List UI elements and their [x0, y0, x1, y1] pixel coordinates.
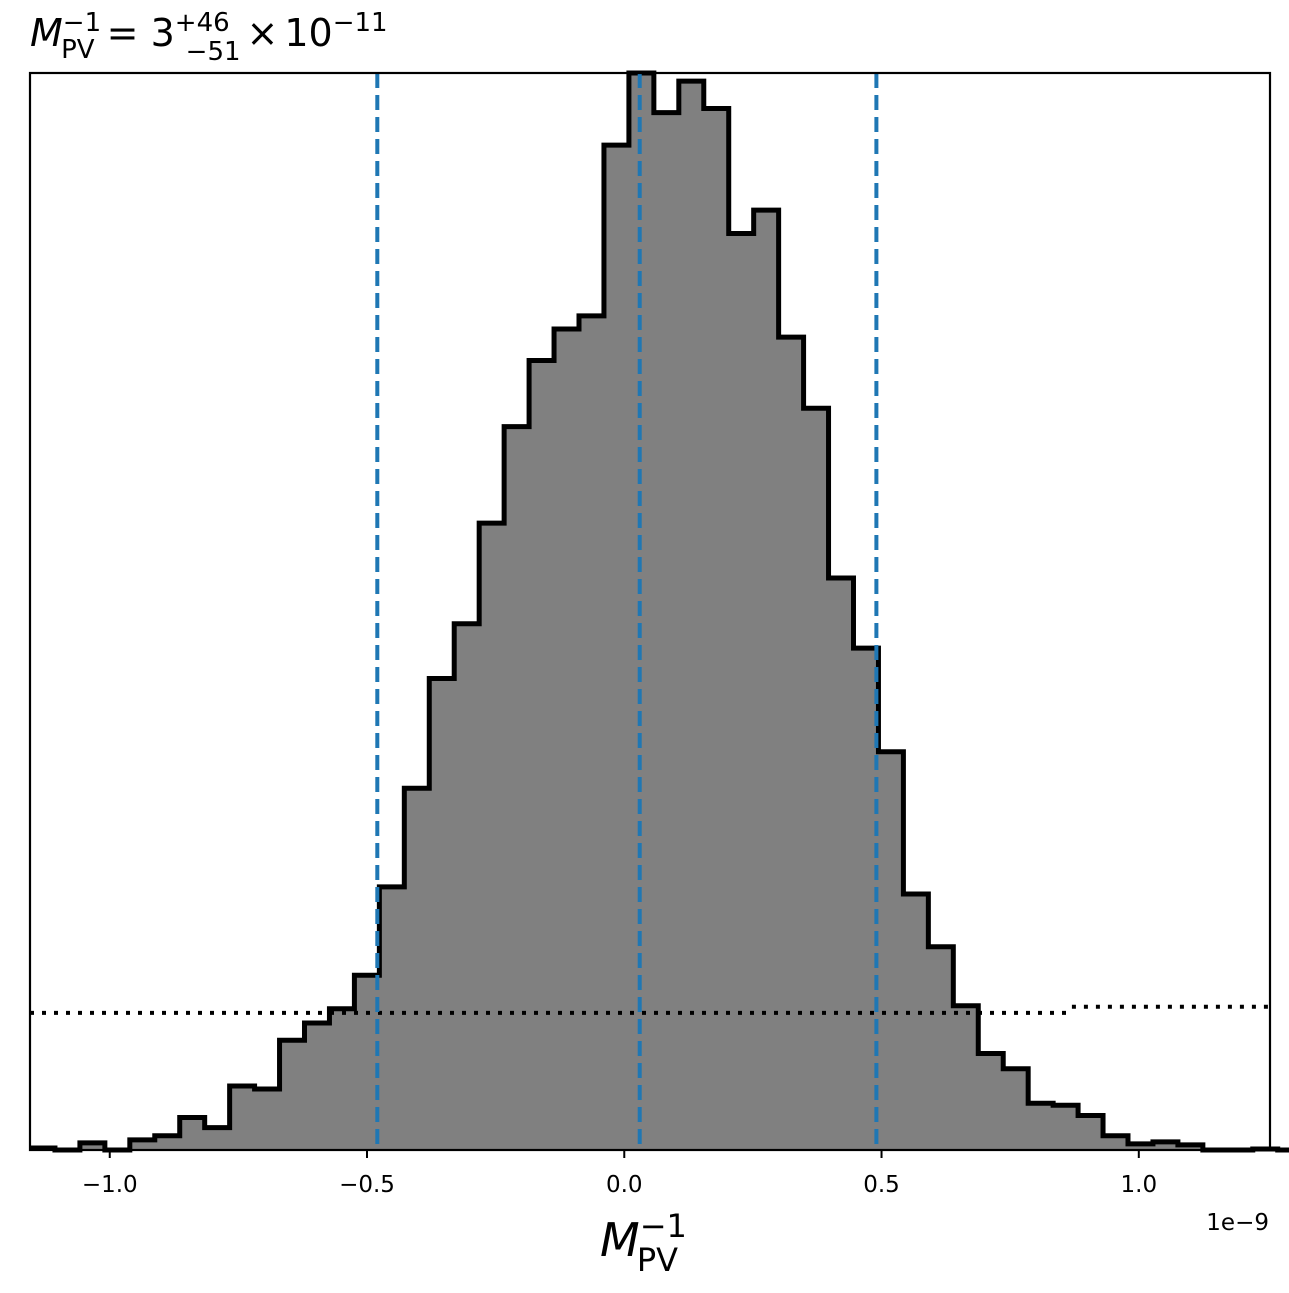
- histogram-bar: [404, 788, 430, 1150]
- title-symbol: M: [30, 11, 63, 55]
- x-tick-label: −1.0: [82, 1172, 138, 1198]
- histogram-bar: [828, 577, 855, 1150]
- quantile-lines: [375, 73, 879, 1150]
- histogram-bar: [429, 678, 455, 1150]
- histogram-bar: [1053, 1105, 1079, 1150]
- histogram-bar: [229, 1085, 256, 1150]
- plot-frame: [28, 71, 1272, 1152]
- title-times: ×: [247, 11, 279, 55]
- histogram-bar: [778, 337, 805, 1150]
- title-equals: =: [95, 11, 151, 55]
- x-tick-label: 1.0: [1121, 1172, 1158, 1198]
- histogram-bar: [454, 623, 480, 1150]
- x-tick-label: 0.5: [863, 1172, 900, 1198]
- histogram-bar: [1177, 1144, 1204, 1150]
- histogram-bar: [79, 1142, 106, 1150]
- prior-lines: [30, 1004, 1270, 1015]
- histogram-bar: [179, 1117, 206, 1150]
- title-base: 10: [284, 11, 332, 55]
- histogram-bar: [129, 1139, 156, 1150]
- title-superscript: −1: [63, 8, 101, 38]
- x-tick-label: −0.5: [339, 1172, 395, 1198]
- histogram-bar: [254, 1089, 281, 1150]
- histogram-bar: [803, 408, 830, 1150]
- x-axis-label: M−1 PV: [600, 1207, 687, 1279]
- histogram-bar: [554, 329, 580, 1150]
- histogram-bar: [953, 1005, 979, 1150]
- histogram-bar: [1152, 1141, 1179, 1150]
- histogram-bar: [1028, 1103, 1054, 1150]
- title-exponent: −11: [333, 8, 388, 38]
- histogram-bar: [304, 1022, 331, 1150]
- histogram-bar: [204, 1127, 231, 1150]
- chart-title: M−1 PV = 3+46 −51 × 10−11: [30, 8, 388, 67]
- histogram-bar: [928, 946, 954, 1150]
- x-axis-ticks: −1.0 −0.5 0.0 0.5 1.0: [82, 1150, 1157, 1198]
- histogram-bar: [603, 145, 630, 1150]
- title-lower-error: −51: [186, 37, 241, 67]
- histogram-bar: [753, 210, 780, 1150]
- histogram-bar: [1103, 1135, 1129, 1150]
- histogram-bar: [154, 1135, 181, 1150]
- histogram-bar: [1127, 1143, 1154, 1150]
- histogram-bar: [878, 751, 905, 1150]
- title-upper-error: +46: [175, 8, 230, 38]
- x-tick-label: 0.0: [606, 1172, 643, 1198]
- histogram-bar: [728, 233, 755, 1151]
- histogram-bar: [329, 1008, 356, 1150]
- histogram-bar: [504, 426, 530, 1150]
- histogram-bar: [1078, 1115, 1104, 1150]
- histogram-bar: [653, 112, 680, 1150]
- xlabel-symbol: M: [600, 1213, 640, 1267]
- histogram-bar: [978, 1053, 1004, 1150]
- histogram-bar: [479, 523, 505, 1150]
- histogram-bar: [379, 886, 405, 1150]
- histogram-bar: [529, 360, 555, 1150]
- histogram-bar: [578, 315, 605, 1150]
- histogram-outline: [30, 70, 1289, 1153]
- histogram-bars: [30, 73, 1279, 1151]
- histogram-bar: [279, 1040, 306, 1150]
- xlabel-subscript: PV: [637, 1241, 678, 1279]
- title-subscript: PV: [61, 35, 95, 65]
- histogram-bar: [1003, 1068, 1029, 1150]
- histogram-bar: [678, 81, 705, 1151]
- histogram-bar: [903, 893, 929, 1150]
- x-offset-label: 1e−9: [1206, 1210, 1269, 1236]
- xlabel-superscript: −1: [640, 1207, 687, 1245]
- title-value: 3: [151, 11, 175, 55]
- histogram-bar: [703, 108, 730, 1151]
